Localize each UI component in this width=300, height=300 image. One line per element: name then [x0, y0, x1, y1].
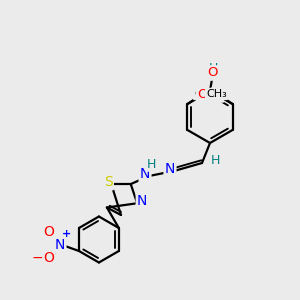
Text: H: H: [146, 158, 156, 170]
Text: O: O: [197, 88, 208, 101]
Text: N: N: [165, 162, 175, 176]
Text: CH₃: CH₃: [206, 89, 227, 99]
Text: S: S: [104, 175, 112, 189]
Text: CH₃: CH₃: [194, 89, 215, 99]
Text: O: O: [44, 225, 54, 239]
Text: +: +: [62, 229, 72, 239]
Text: H: H: [210, 154, 220, 167]
Text: O: O: [212, 88, 223, 101]
Text: N: N: [137, 194, 147, 208]
Text: N: N: [140, 167, 150, 181]
Text: −: −: [31, 251, 43, 265]
Text: N: N: [55, 238, 65, 252]
Text: O: O: [44, 251, 54, 265]
Text: O: O: [207, 67, 217, 80]
Text: H: H: [208, 61, 218, 74]
